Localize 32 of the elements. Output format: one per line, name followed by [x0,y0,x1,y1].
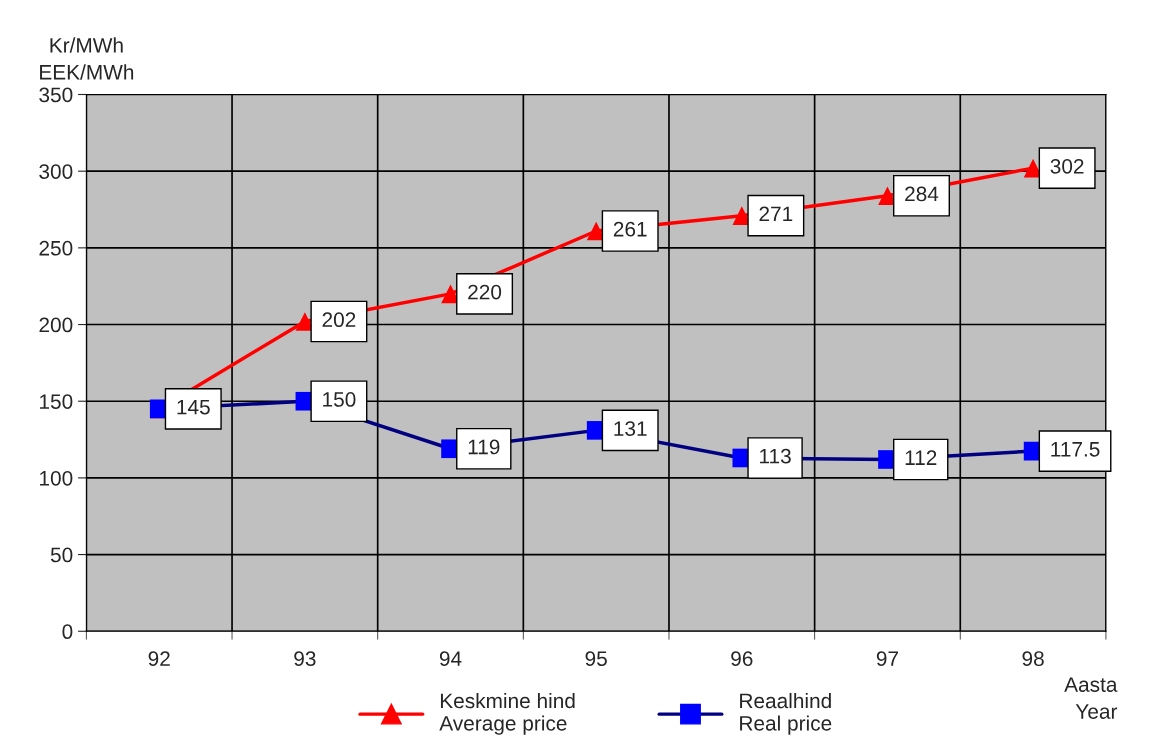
data-label: 145 [177,399,210,415]
y-tick-label: 300 [39,164,73,179]
y-tick-label: 200 [39,317,73,333]
y-tick-label: 350 [39,87,73,103]
data-label: 150 [323,392,356,407]
data-label: 202 [322,312,356,328]
data-label: 113 [760,448,791,464]
data-label: 284 [905,186,939,202]
y-tick-label: 100 [40,470,73,486]
x-tick-label: 93 [294,651,316,667]
data-label: 220 [468,284,502,300]
legend-label: Keskmine hind Average price [439,692,575,735]
data-label: 119 [468,439,500,455]
data-label: 112 [905,450,937,465]
x-axis-title: Aasta Year [1064,677,1118,719]
x-tick-label: 97 [876,651,898,667]
x-tick-label: 92 [148,651,170,667]
data-label: 131 [614,421,647,436]
legend-label: Reaalhind Real price [740,692,832,735]
y-tick-label: 50 [50,547,73,563]
data-label: 117.5 [1051,442,1100,457]
y-tick-label: 150 [40,394,73,409]
y-axis-title: Kr/MWh EEK/MWh [40,37,134,80]
x-tick-label: 94 [439,651,462,667]
x-tick-label: 98 [1022,651,1044,667]
x-tick-label: 96 [731,651,753,667]
x-tick-label: 95 [585,651,607,667]
data-label: 271 [759,206,793,222]
data-label: 302 [1050,158,1084,174]
y-tick-label: 0 [62,624,73,640]
data-label: 261 [613,221,647,237]
y-tick-label: 250 [39,240,73,256]
